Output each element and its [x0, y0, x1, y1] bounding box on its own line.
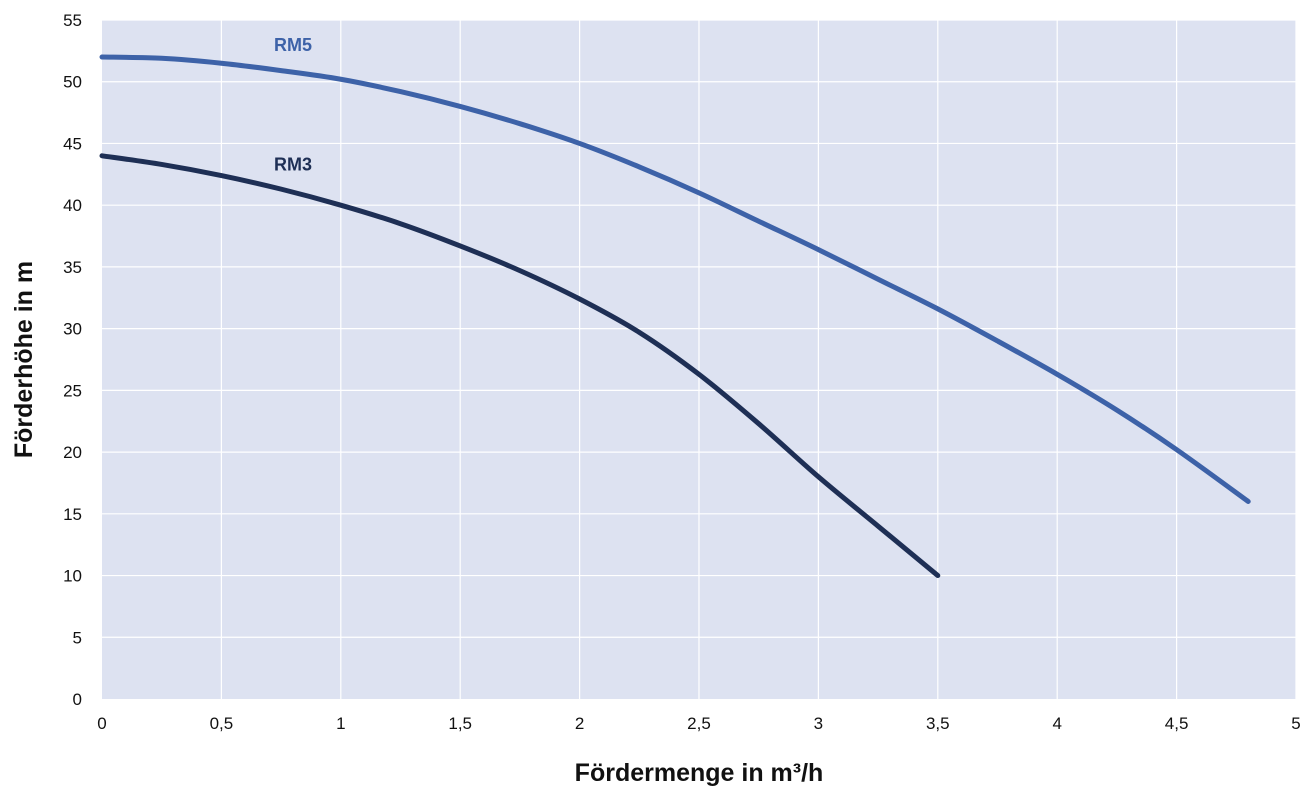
series-line-rm3 — [99, 153, 941, 579]
y-tick-label: 5 — [73, 628, 82, 647]
x-tick-label: 5 — [1291, 714, 1300, 733]
y-axis-ticks: 0 5 10 15 20 25 30 35 40 45 50 55 — [63, 11, 82, 709]
y-tick-label: 25 — [63, 381, 82, 400]
series-layer: RM5 RM3 — [99, 35, 1251, 579]
y-tick-label: 20 — [63, 443, 82, 462]
x-tick-label: 2,5 — [687, 714, 711, 733]
series-label-rm5: RM5 — [274, 35, 312, 55]
x-tick-label: 0 — [97, 714, 106, 733]
y-tick-label: 35 — [63, 258, 82, 277]
y-tick-label: 10 — [63, 567, 82, 586]
x-tick-label: 1 — [336, 714, 345, 733]
y-axis-title: Förderhöhe in m — [10, 261, 38, 458]
series-line-rm5 — [99, 54, 1251, 504]
grid-lines — [102, 19, 1297, 699]
y-tick-label: 50 — [63, 73, 82, 92]
y-tick-label: 15 — [63, 505, 82, 524]
x-tick-label: 4 — [1052, 714, 1061, 733]
x-tick-label: 3 — [814, 714, 823, 733]
x-tick-label: 3,5 — [926, 714, 950, 733]
x-tick-label: 0,5 — [210, 714, 234, 733]
y-tick-label: 55 — [63, 11, 82, 30]
series-label-rm3: RM3 — [274, 155, 312, 175]
x-tick-label: 1,5 — [448, 714, 472, 733]
x-tick-label: 2 — [575, 714, 584, 733]
y-tick-label: 0 — [73, 690, 82, 709]
x-axis-ticks: 0 0,5 1 1,5 2 2,5 3 3,5 4 4,5 5 — [97, 714, 1300, 733]
x-tick-label: 4,5 — [1165, 714, 1189, 733]
y-tick-label: 30 — [63, 320, 82, 339]
y-tick-label: 45 — [63, 134, 82, 153]
y-tick-label: 40 — [63, 196, 82, 215]
x-axis-title: Fördermenge in m³/h — [575, 759, 824, 787]
